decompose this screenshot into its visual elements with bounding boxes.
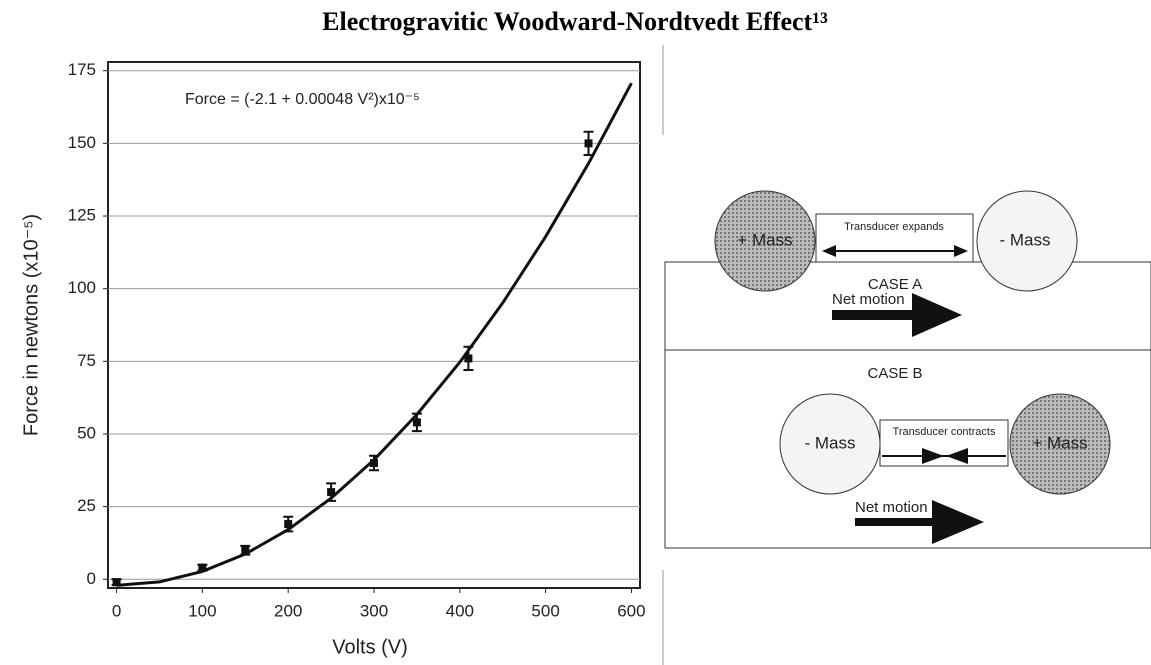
arrow-head — [954, 245, 968, 257]
y-axis-label: Force in newtons (x10⁻⁵) — [20, 214, 42, 436]
y-tick-label: 50 — [77, 423, 96, 442]
transducer — [815, 213, 974, 263]
data-point — [112, 578, 121, 587]
y-tick-label: 25 — [77, 496, 96, 515]
data-point — [370, 459, 378, 468]
y-tick-label: 100 — [68, 278, 96, 297]
case-label: CASE A — [868, 276, 922, 293]
motion-arrow — [832, 293, 962, 337]
y-tick-label: 150 — [68, 133, 96, 152]
transducer-label: Transducer expands — [844, 221, 944, 233]
mass — [714, 190, 816, 292]
arrow-head — [922, 448, 944, 464]
x-tick-label: 200 — [274, 601, 302, 620]
equation: Force = (-2.1 + 0.00048 V²)x10⁻⁵ — [185, 91, 420, 108]
x-tick-label: 0 — [112, 601, 121, 620]
x-axis-label: Volts (V) — [332, 636, 408, 658]
y-tick-label: 125 — [68, 206, 96, 225]
mass — [1009, 393, 1111, 495]
data-point — [464, 354, 473, 363]
x-tick-label: 400 — [446, 601, 474, 620]
motion-label: Net motion — [832, 291, 905, 308]
transducer-label: Transducer contracts — [893, 426, 996, 438]
plot-frame — [107, 61, 641, 589]
mass-label: - Mass — [1000, 230, 1051, 249]
mass — [976, 190, 1078, 292]
x-tick-label: 600 — [617, 601, 645, 620]
figure-title: Electrogravitic Woodward-Nordtvedt Effec… — [322, 7, 828, 36]
data-point — [284, 520, 293, 529]
motion-label: Net motion — [855, 499, 928, 516]
data-point — [198, 563, 207, 572]
y-tick-label: 175 — [68, 60, 96, 79]
arrow-head — [822, 245, 836, 257]
diagram: CASE A + Mass - Mass Transducer expands … — [664, 190, 1151, 549]
motion-arrow — [855, 500, 984, 544]
arrow-head — [946, 448, 968, 464]
transducer — [879, 419, 1009, 467]
x-tick-label: 100 — [188, 601, 216, 620]
x-tick-label: 500 — [531, 601, 559, 620]
x-tick-label: 300 — [360, 601, 388, 620]
data-point — [584, 139, 593, 148]
fit-curve — [116, 82, 633, 587]
mass-label: + Mass — [737, 230, 792, 249]
data-point — [412, 418, 421, 427]
data-point — [241, 546, 250, 555]
case-label: CASE B — [867, 365, 922, 382]
y-tick-label: 0 — [87, 569, 96, 588]
data-point — [327, 488, 336, 497]
y-tick-label: 75 — [77, 351, 96, 370]
mass-label: + Mass — [1032, 433, 1087, 452]
mass-label: - Mass — [805, 433, 856, 452]
